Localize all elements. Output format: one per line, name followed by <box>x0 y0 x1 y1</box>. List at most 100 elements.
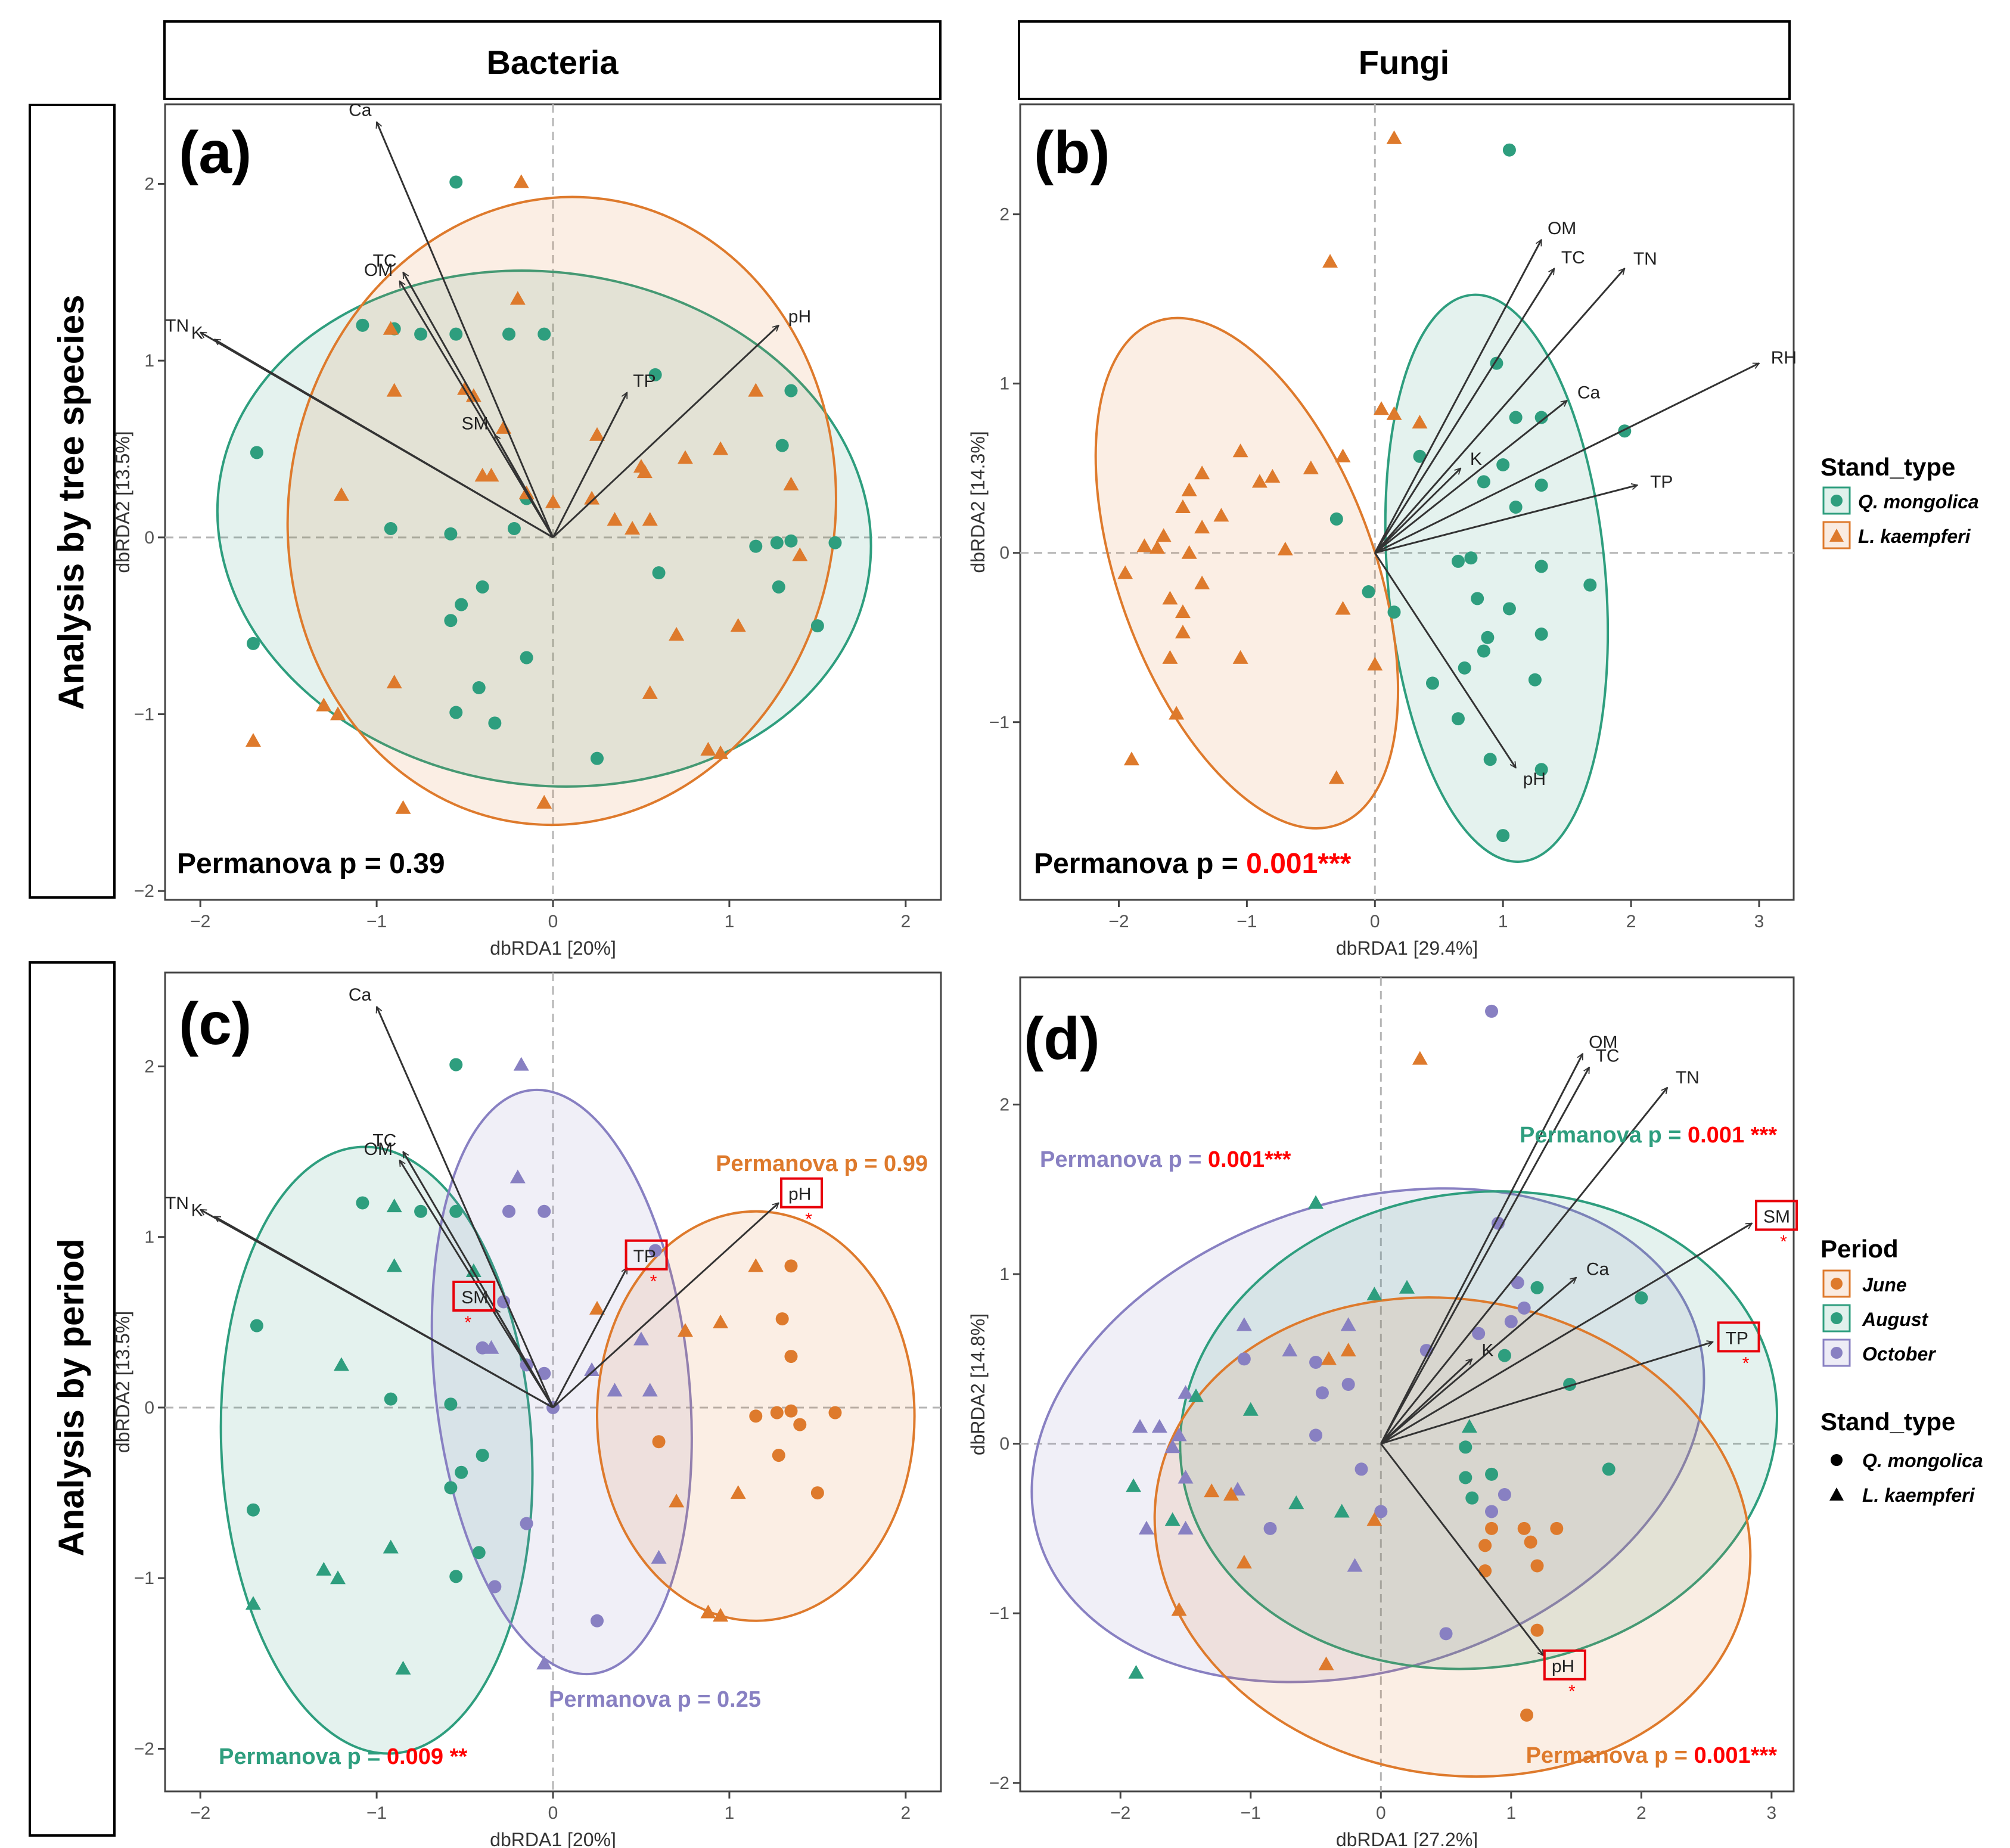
legend-label-circle: Q. mongolica <box>1862 1450 1983 1471</box>
data-point-circle <box>1583 578 1597 592</box>
data-point-circle <box>1509 501 1523 514</box>
legend-marker-circle <box>1831 1454 1843 1466</box>
data-point-triangle <box>584 490 600 505</box>
vector-arrow-om <box>399 281 554 538</box>
x-tick-label: −1 <box>1237 912 1257 931</box>
data-point-circle <box>775 1312 789 1326</box>
vector-arrow-sm <box>494 1309 554 1408</box>
data-point-triangle <box>589 427 605 441</box>
x-tick-label: 1 <box>1498 912 1508 931</box>
panel-title: (a) <box>179 119 251 186</box>
legend-marker-triangle <box>1829 1487 1844 1501</box>
vector-label-ph: pH <box>788 307 811 327</box>
data-point-triangle <box>386 1258 402 1272</box>
data-point-triangle <box>386 675 402 689</box>
data-point-circle <box>1534 560 1548 573</box>
significance-star-tp: * <box>1742 1353 1750 1373</box>
data-point-triangle <box>730 618 746 632</box>
y-axis-title: dbRDA2 [13.5%] <box>112 431 133 573</box>
vector-arrow-ph <box>552 325 779 538</box>
permanova-prefix: Permanova p = <box>219 1744 387 1769</box>
data-point-circle <box>384 1392 397 1406</box>
data-point-circle <box>538 1366 551 1380</box>
vector-label-om: OM <box>364 1139 393 1159</box>
data-point-circle <box>749 1409 763 1423</box>
data-point-triangle <box>1126 1478 1142 1492</box>
data-point-triangle <box>510 291 526 305</box>
data-point-circle <box>472 681 486 694</box>
y-tick-label: 1 <box>999 374 1009 394</box>
vector-arrow-sm <box>1380 1222 1752 1445</box>
legend-marker-june <box>1831 1278 1843 1290</box>
permanova-annotation: Permanova p = 0.99 <box>716 1151 928 1176</box>
data-point-triangle <box>1162 591 1178 605</box>
x-tick-label: 3 <box>1754 912 1764 931</box>
data-point-circle <box>1425 676 1439 690</box>
data-point-circle <box>449 1570 463 1583</box>
data-point-triangle <box>1149 540 1165 554</box>
x-tick-label: 3 <box>1767 1803 1777 1823</box>
vector-label-ca: Ca <box>349 985 372 1005</box>
permanova-value: 0.001*** <box>1208 1147 1291 1172</box>
data-point-circle <box>356 1196 369 1210</box>
data-point-triangle <box>1178 1470 1194 1484</box>
permanova-prefix: Permanova p = <box>177 848 389 880</box>
data-point-circle <box>749 539 763 553</box>
data-point-triangle <box>1461 1419 1477 1433</box>
legend-label-triangle: L. kaempferi <box>1862 1484 1975 1506</box>
data-point-triangle <box>748 383 764 397</box>
data-point-triangle <box>1213 508 1229 522</box>
vector-arrow-ca <box>377 122 554 538</box>
bacteria-header: Bacteria <box>486 44 619 81</box>
data-point-circle <box>476 1449 489 1462</box>
data-point-circle <box>1309 1356 1323 1369</box>
data-point-triangle <box>1347 1558 1363 1572</box>
y-tick-label: 0 <box>144 528 154 548</box>
vector-label-ph: pH <box>1523 769 1546 789</box>
data-point-triangle <box>536 1656 552 1670</box>
significance-star-sm: * <box>464 1313 471 1333</box>
data-point-triangle <box>792 547 808 561</box>
data-point-circle <box>1517 1521 1531 1535</box>
data-point-triangle <box>1242 1402 1259 1416</box>
data-point-triangle <box>642 1383 658 1397</box>
data-point-circle <box>1478 1539 1492 1552</box>
y-tick-label: 0 <box>144 1398 154 1418</box>
permanova-annotation: Permanova p = 0.001*** <box>1526 1743 1778 1768</box>
data-point-circle <box>538 327 551 341</box>
vector-arrow-tn <box>1374 269 1624 554</box>
data-point-triangle <box>1412 415 1428 428</box>
data-point-triangle <box>1236 1317 1252 1331</box>
data-point-triangle <box>677 450 693 464</box>
x-tick-label: 0 <box>1376 1803 1386 1823</box>
data-point-circle <box>1496 458 1510 472</box>
data-point-circle <box>1530 1559 1544 1573</box>
x-tick-label: −2 <box>1108 912 1129 931</box>
data-point-triangle <box>1178 1520 1194 1535</box>
vector-label-ph: pH <box>1552 1657 1574 1676</box>
data-point-triangle <box>1366 1287 1383 1301</box>
data-point-circle <box>1458 661 1471 675</box>
data-point-circle <box>784 1404 798 1418</box>
data-point-circle <box>793 1418 807 1431</box>
vector-label-sm: SM <box>461 1288 488 1307</box>
data-point-circle <box>1502 602 1516 616</box>
data-point-triangle <box>1308 1195 1324 1209</box>
permanova-prefix: Permanova p = <box>549 1687 717 1712</box>
y-tick-label: 0 <box>999 1434 1009 1454</box>
data-point-triangle <box>669 627 685 641</box>
data-point-triangle <box>395 1660 411 1675</box>
ellipse-october <box>430 1088 693 1676</box>
vector-label-tc: TC <box>373 251 397 271</box>
vector-label-ca: Ca <box>1577 383 1601 402</box>
panel-c: −2 −1 0 1 2 −2 −1 0 1 2 dbRDA1 [20%] dbRDA2 [13.5%]… <box>112 971 942 1848</box>
data-point-circle <box>784 1259 798 1273</box>
data-point-triangle <box>395 800 411 814</box>
data-point-circle <box>652 566 666 580</box>
y-tick-label: −2 <box>134 881 154 901</box>
vector-arrow-om <box>1374 240 1542 554</box>
data-point-circle <box>1534 763 1548 777</box>
x-tick-label: −2 <box>190 1803 210 1823</box>
data-point-triangle <box>1194 520 1210 534</box>
